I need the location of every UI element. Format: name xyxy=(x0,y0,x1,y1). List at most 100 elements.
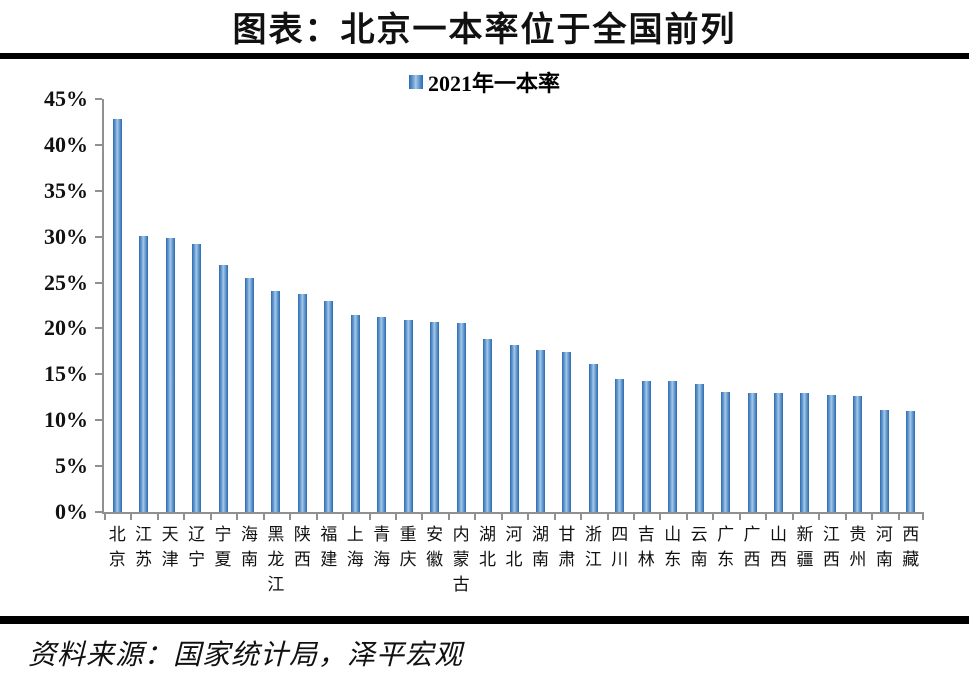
bar-河南 xyxy=(879,410,889,512)
bar-山西 xyxy=(774,392,784,512)
x-axis-label: 西藏 xyxy=(902,525,920,569)
x-axis-label: 宁夏 xyxy=(214,525,232,569)
legend-swatch xyxy=(408,75,423,89)
y-axis-label: 20% xyxy=(44,315,88,341)
x-axis-tick xyxy=(156,514,159,520)
x-axis-label: 陕西 xyxy=(293,525,311,569)
y-axis-label: 40% xyxy=(44,131,88,157)
x-axis-tick xyxy=(633,514,636,520)
x-axis-tick xyxy=(209,514,212,520)
x-axis-tick xyxy=(791,514,794,520)
x-axis-tick xyxy=(394,514,397,520)
y-axis-label: 15% xyxy=(44,361,88,387)
x-axis-tick xyxy=(553,514,556,520)
bottom-divider xyxy=(0,616,969,624)
bar-重庆 xyxy=(403,320,413,512)
x-axis-tick xyxy=(447,514,450,520)
bar-山东 xyxy=(668,380,678,512)
y-axis-tick xyxy=(95,465,102,468)
x-axis-tick xyxy=(685,514,688,520)
x-axis-tick xyxy=(368,514,371,520)
x-axis-label: 广东 xyxy=(717,525,735,569)
bar-河北 xyxy=(509,344,519,512)
x-axis-label: 上海 xyxy=(346,525,364,569)
x-axis-tick xyxy=(104,514,106,520)
x-axis-label: 福建 xyxy=(320,525,338,569)
x-axis-label: 江西 xyxy=(822,525,840,569)
x-axis-tick xyxy=(871,514,874,520)
x-axis-tick xyxy=(606,514,609,520)
x-axis-tick xyxy=(289,514,292,520)
x-axis-tick xyxy=(580,514,583,520)
y-axis-label: 5% xyxy=(55,453,88,479)
bar-四川 xyxy=(615,378,625,512)
y-axis-tick xyxy=(95,419,102,422)
x-axis-label: 黑龙江 xyxy=(267,525,285,594)
x-axis-label: 浙江 xyxy=(584,525,602,569)
x-axis-label: 吉林 xyxy=(637,525,655,569)
bar-福建 xyxy=(324,300,334,512)
x-axis-tick xyxy=(659,514,662,520)
top-divider xyxy=(0,53,969,59)
bar-chart: 0% 5% 10% 15% 20% 25% 30% 35% 40% 45% 北京江苏天津辽宁宁夏海南… xyxy=(44,87,924,594)
x-axis-tick xyxy=(818,514,821,520)
x-axis-label: 安徽 xyxy=(426,525,444,569)
bar-江西 xyxy=(826,394,836,512)
x-axis-tick xyxy=(897,514,900,520)
x-axis-label: 甘肃 xyxy=(558,525,576,569)
y-axis-tick xyxy=(95,143,102,146)
bar-广西 xyxy=(747,392,757,512)
bar-上海 xyxy=(350,314,360,512)
chart-legend: 2021年一本率 xyxy=(0,66,969,98)
y-axis-label: 45% xyxy=(44,86,88,111)
y-axis-label: 30% xyxy=(44,223,88,249)
x-axis-label: 湖北 xyxy=(479,525,497,569)
bar-江苏 xyxy=(139,235,149,512)
x-axis-label: 贵州 xyxy=(849,525,867,569)
y-axis-tick xyxy=(95,511,102,513)
x-axis-tick xyxy=(922,514,924,520)
bar-黑龙江 xyxy=(271,290,281,512)
x-axis-label: 北京 xyxy=(108,525,126,569)
x-axis-tick xyxy=(474,514,477,520)
y-axis-label: 25% xyxy=(44,269,88,295)
bar-宁夏 xyxy=(218,265,228,512)
bar-青海 xyxy=(377,317,387,512)
source-note: 资料来源：国家统计局，泽平宏观 xyxy=(28,640,464,671)
x-axis-tick xyxy=(262,514,265,520)
x-axis-tick xyxy=(765,514,768,520)
x-axis-label: 辽宁 xyxy=(188,525,206,569)
bar-云南 xyxy=(694,384,704,512)
x-axis-tick xyxy=(421,514,424,520)
y-axis-label: 10% xyxy=(44,407,88,433)
x-axis-tick xyxy=(500,514,503,520)
x-axis-tick xyxy=(342,514,345,520)
bar-浙江 xyxy=(588,364,598,512)
y-axis-label: 35% xyxy=(44,177,88,203)
y-axis-tick xyxy=(95,327,102,330)
y-axis-tick xyxy=(95,373,102,376)
x-axis-label: 河北 xyxy=(505,525,523,569)
bar-内蒙古 xyxy=(456,322,466,512)
bar-吉林 xyxy=(641,380,651,512)
x-axis-label: 山东 xyxy=(664,525,682,569)
page-title: 图表：北京一本率位于全国前列 xyxy=(232,12,737,49)
x-axis-label: 海南 xyxy=(240,525,258,569)
y-axis-tick xyxy=(95,281,102,284)
bar-西藏 xyxy=(906,411,916,512)
bar-甘肃 xyxy=(562,352,572,512)
y-axis-label: 0% xyxy=(55,499,88,524)
bar-陕西 xyxy=(297,293,307,512)
y-axis-tick xyxy=(95,189,102,192)
bar-辽宁 xyxy=(192,244,202,512)
x-axis-tick xyxy=(183,514,186,520)
x-axis-label: 河南 xyxy=(875,525,893,569)
x-axis-label: 湖南 xyxy=(531,525,549,569)
legend-label: 2021年一本率 xyxy=(427,71,560,96)
x-axis-label: 重庆 xyxy=(399,525,417,569)
bar-湖北 xyxy=(483,338,493,512)
x-axis-label: 青海 xyxy=(373,525,391,569)
bar-海南 xyxy=(244,277,254,512)
y-axis-tick xyxy=(95,98,102,100)
bar-北京 xyxy=(112,119,122,512)
